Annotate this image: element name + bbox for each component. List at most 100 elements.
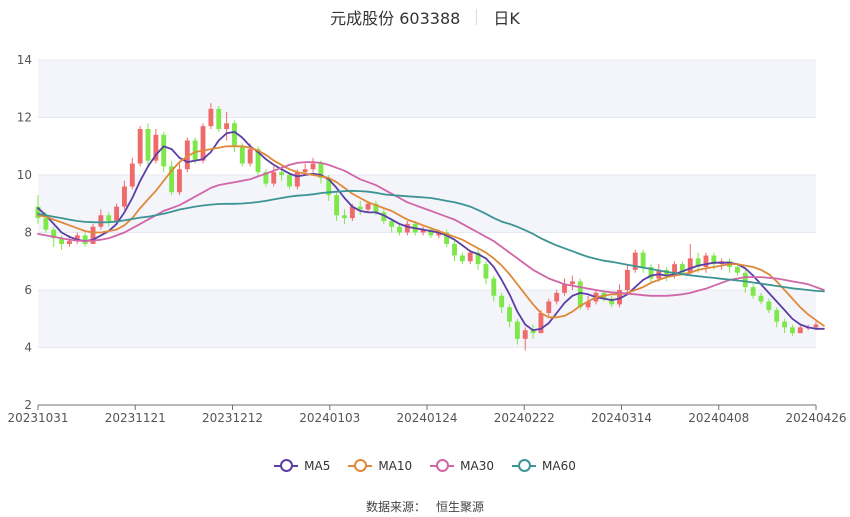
legend-marker-icon — [512, 459, 537, 472]
candle-body — [507, 307, 512, 322]
candle-body — [184, 140, 190, 170]
candle-body — [483, 264, 489, 279]
legend-label: MA5 — [304, 459, 331, 473]
candle-body — [66, 241, 72, 244]
x-tick-label: 20240314 — [591, 411, 652, 425]
candle-body — [129, 163, 135, 187]
candle-body — [640, 252, 646, 267]
grid-band — [38, 175, 816, 233]
candle-body — [703, 255, 709, 267]
candle-body — [255, 149, 261, 173]
candle-body — [491, 278, 497, 296]
candle-body — [216, 108, 222, 129]
candle-body — [106, 215, 112, 221]
grid-band — [38, 290, 816, 348]
legend-item-ma30[interactable]: MA30 — [430, 459, 494, 473]
candle-body — [672, 264, 677, 276]
x-tick-label: 20240124 — [396, 411, 457, 425]
x-tick-label: 20240408 — [688, 411, 749, 425]
candle-body — [51, 229, 57, 239]
y-tick-label: 2 — [24, 398, 32, 412]
candle-body — [467, 252, 473, 262]
series-line-ma5 — [37, 130, 825, 332]
candle-body — [420, 229, 426, 233]
chart-title-text: 元成股份 603388 — [330, 9, 461, 28]
candle-body — [200, 126, 206, 161]
candle-body — [397, 226, 402, 233]
y-tick-label: 12 — [17, 111, 32, 125]
legend-item-ma10[interactable]: MA10 — [348, 459, 412, 473]
series-line-ma10 — [37, 145, 825, 327]
candle-body — [459, 255, 465, 262]
candle-body — [177, 169, 182, 193]
candle-body — [648, 267, 654, 279]
data-source-value: 恒生聚源 — [436, 500, 485, 514]
candle-body — [294, 172, 300, 187]
candle-body — [137, 129, 143, 164]
candle-body — [357, 206, 363, 210]
candle-body — [452, 244, 457, 256]
candle-body — [562, 284, 567, 293]
candle-body — [59, 238, 65, 244]
candle-body — [373, 203, 379, 213]
legend-marker-icon — [348, 459, 373, 472]
candle-body — [813, 324, 819, 328]
candle-body — [538, 313, 544, 334]
candle-body — [546, 301, 552, 313]
candle-body — [569, 281, 575, 285]
candle-body — [789, 327, 795, 334]
y-tick-label: 14 — [17, 53, 32, 67]
chart-title: 元成股份 603388 日K — [0, 6, 850, 28]
legend-item-ma5[interactable]: MA5 — [274, 459, 330, 473]
candle-body — [334, 195, 340, 216]
candle-body — [530, 330, 536, 334]
candle-body — [342, 215, 347, 219]
candle-body — [161, 134, 167, 167]
candle-body — [192, 140, 198, 161]
candle-body — [43, 218, 49, 230]
period-label[interactable]: 日K — [493, 9, 520, 28]
data-source: 数据来源： 恒生聚源 — [0, 498, 850, 515]
candle-body — [114, 206, 120, 221]
candle-body — [302, 169, 308, 173]
candle-body — [82, 235, 88, 244]
candle-body — [208, 108, 214, 127]
candle-body — [632, 252, 638, 270]
candle-body — [310, 163, 316, 170]
candle-body — [153, 134, 159, 161]
candle-body — [232, 123, 237, 147]
candle-body — [326, 177, 332, 196]
candle-body — [239, 146, 245, 164]
candle-body — [404, 223, 410, 233]
candle-body — [585, 301, 591, 308]
candle-body — [279, 172, 285, 175]
candle-body — [554, 292, 560, 302]
y-tick-label: 10 — [17, 168, 32, 182]
legend-label: MA60 — [542, 459, 576, 473]
x-tick-label: 20231031 — [7, 411, 68, 425]
x-tick-label: 20231121 — [105, 411, 166, 425]
grid-band — [38, 117, 816, 175]
y-tick-label: 8 — [24, 226, 32, 240]
y-tick-label: 4 — [24, 341, 32, 355]
data-source-label: 数据来源： — [365, 500, 426, 514]
grid-band — [38, 232, 816, 290]
candle-body — [750, 287, 756, 296]
candle-body — [318, 163, 324, 178]
grid-band — [38, 347, 816, 405]
title-divider — [476, 9, 478, 25]
candle-body — [98, 215, 104, 227]
candle-body — [577, 281, 583, 308]
candle-body — [122, 186, 127, 207]
candle-body — [624, 269, 630, 290]
legend-marker-dot — [518, 459, 532, 472]
legend-item-ma60[interactable]: MA60 — [512, 459, 576, 473]
x-tick-label: 20240103 — [299, 411, 360, 425]
legend-marker-dot — [280, 459, 294, 472]
candle-body — [695, 258, 701, 267]
candle-body — [617, 290, 622, 305]
candle-body — [522, 330, 528, 339]
candle-body — [271, 172, 277, 184]
candle-body — [35, 206, 41, 219]
